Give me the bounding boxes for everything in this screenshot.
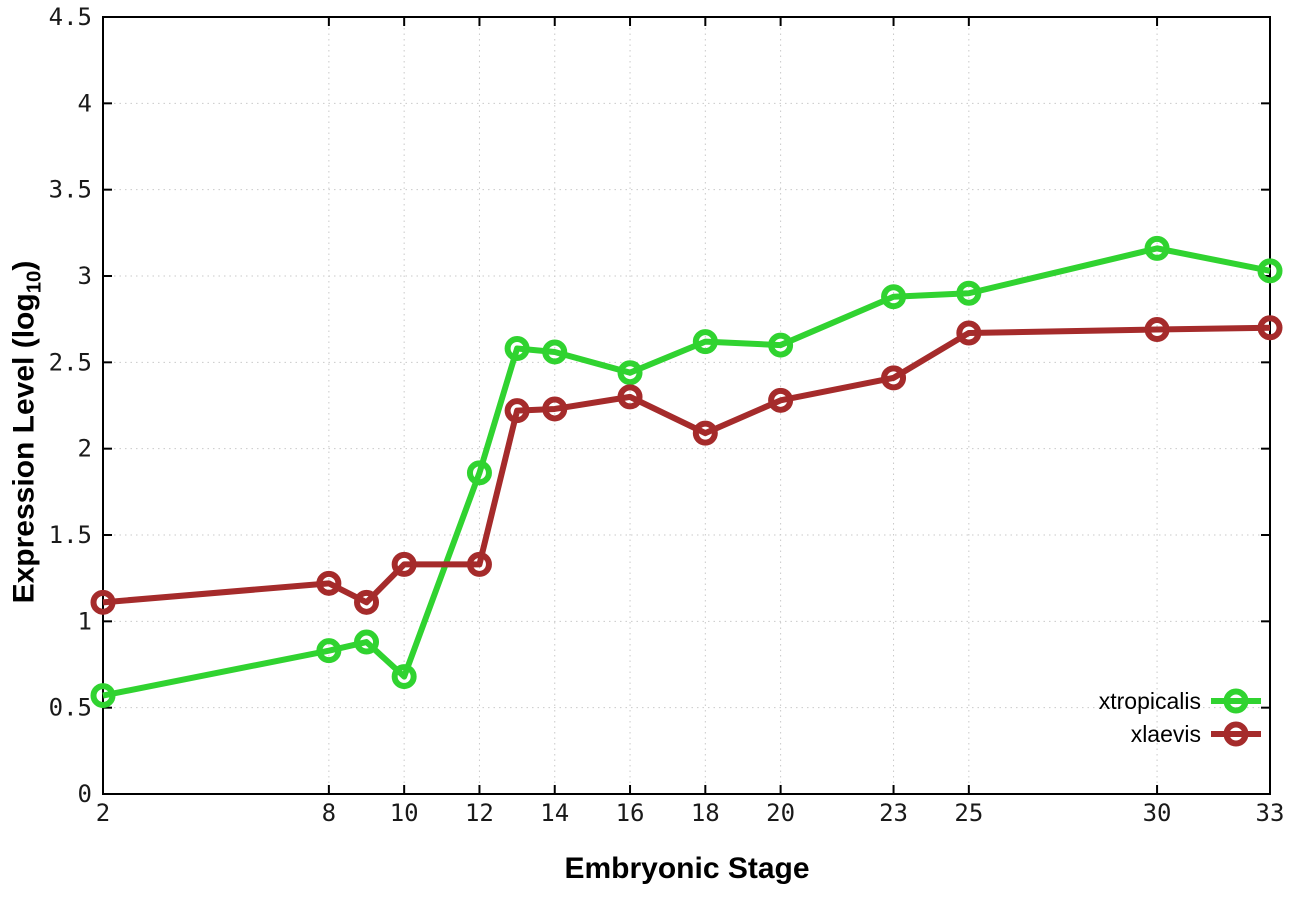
data-point-xlaevis: [692, 420, 718, 446]
legend-label-xtropicalis: xtropicalis: [1098, 687, 1201, 714]
data-point-xlaevis: [1257, 315, 1283, 341]
x-tick-label: 12: [465, 799, 494, 827]
legend: xtropicalis xlaevis: [1099, 687, 1262, 753]
data-point-xlaevis: [881, 365, 907, 391]
y-tick-label: 0.5: [49, 694, 92, 722]
x-tick-label: 18: [691, 799, 720, 827]
data-point-xlaevis: [617, 384, 643, 410]
data-point-xtropicalis: [956, 280, 982, 306]
data-point-xtropicalis: [1257, 258, 1283, 284]
data-point-xtropicalis: [90, 683, 116, 709]
data-point-xlaevis: [391, 551, 417, 577]
x-tick-label: 14: [540, 799, 569, 827]
data-point-xtropicalis: [391, 664, 417, 690]
data-point-xtropicalis: [617, 360, 643, 386]
x-tick-label: 30: [1143, 799, 1172, 827]
y-tick-label: 0: [78, 780, 92, 808]
x-tick-label: 2: [96, 799, 110, 827]
y-axis-title: Expression Level (log10): [8, 261, 47, 604]
y-tick-label: 4.5: [49, 3, 92, 31]
data-point-xlaevis: [542, 396, 568, 422]
data-point-xtropicalis: [692, 329, 718, 355]
y-tick-label: 4: [78, 89, 92, 117]
legend-sample-line-icon: [1211, 688, 1261, 714]
y-tick-label: 3.5: [49, 176, 92, 204]
y-tick-label: 1: [78, 607, 92, 635]
x-tick-label: 10: [390, 799, 419, 827]
data-point-xtropicalis: [316, 638, 342, 664]
data-point-xtropicalis: [768, 332, 794, 358]
legend-item-xtropicalis: xtropicalis: [1099, 687, 1262, 715]
x-tick-label: 20: [766, 799, 795, 827]
plot-border: [102, 16, 1271, 795]
series-line-xlaevis: [102, 324, 1271, 606]
legend-item-xlaevis: xlaevis: [1099, 720, 1262, 748]
legend-sample-line-icon: [1211, 721, 1261, 747]
y-axis-title-subscript: 10: [23, 270, 46, 294]
data-point-xlaevis: [354, 589, 380, 615]
data-point-xtropicalis: [354, 629, 380, 655]
data-point-xtropicalis: [466, 460, 492, 486]
series-line-xtropicalis: [102, 245, 1271, 699]
data-point-xtropicalis: [542, 339, 568, 365]
data-point-xlaevis: [504, 398, 530, 424]
y-axis-title-close: ): [7, 260, 41, 271]
data-point-xlaevis: [1144, 317, 1170, 343]
data-point-xtropicalis: [881, 284, 907, 310]
x-tick-label: 33: [1256, 799, 1285, 827]
data-point-xlaevis: [768, 387, 794, 413]
x-tick-label: 8: [322, 799, 336, 827]
y-tick-label: 2: [78, 435, 92, 463]
y-tick-label: 1.5: [49, 521, 92, 549]
data-point-xlaevis: [316, 570, 342, 596]
y-tick-label: 3: [78, 262, 92, 290]
data-point-xlaevis: [90, 589, 116, 615]
legend-label-xlaevis: xlaevis: [1130, 720, 1201, 747]
data-point-xlaevis: [956, 320, 982, 346]
x-axis-title: Embryonic Stage: [564, 852, 810, 885]
data-point-xtropicalis: [504, 336, 530, 362]
y-tick-label: 2.5: [49, 348, 92, 376]
x-tick-label: 16: [616, 799, 645, 827]
x-tick-label: 23: [879, 799, 908, 827]
data-point-xlaevis: [466, 551, 492, 577]
data-point-xtropicalis: [1144, 235, 1170, 261]
x-tick-label: 25: [954, 799, 983, 827]
y-axis-title-main: Expression Level (log: [7, 293, 41, 604]
